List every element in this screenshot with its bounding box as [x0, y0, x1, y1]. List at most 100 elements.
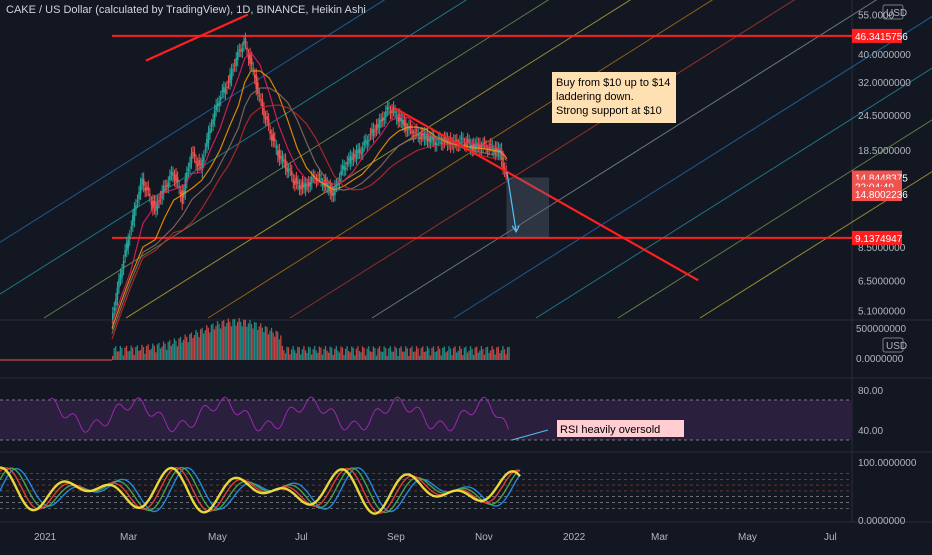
candle-body: [411, 130, 413, 134]
candle-body: [167, 182, 170, 187]
volume-bar: [485, 347, 487, 360]
candle-body: [420, 132, 423, 140]
volume-bar: [315, 350, 317, 360]
volume-bar: [414, 351, 416, 360]
volume-bar: [215, 325, 217, 360]
candle-body: [190, 153, 193, 163]
candle-body: [232, 69, 234, 71]
candle-body: [209, 128, 211, 134]
volume-bar: [383, 346, 385, 360]
volume-bar: [351, 346, 353, 360]
candle-body: [244, 38, 247, 43]
candle-body: [389, 111, 392, 114]
candle-body: [482, 143, 484, 148]
volume-bar: [480, 346, 482, 360]
volume-bar: [283, 350, 285, 360]
stoch-axis-tick-label: 100.0000000: [858, 458, 917, 469]
volume-bar: [294, 350, 296, 360]
volume-bar: [344, 348, 347, 360]
candle-body: [483, 142, 486, 144]
candle-body: [175, 174, 177, 182]
volume-bar: [204, 330, 206, 360]
candle-body: [502, 156, 504, 169]
volume-bar: [275, 330, 277, 360]
price-tag-bg: [852, 230, 902, 245]
volume-bar: [136, 345, 138, 360]
volume-bar: [381, 351, 384, 360]
volume-bar: [158, 342, 160, 360]
candle-body: [326, 182, 329, 188]
candle-body: [199, 163, 202, 165]
candle-body: [446, 138, 449, 145]
volume-bar: [326, 350, 328, 360]
stoch-line: [0, 466, 521, 515]
volume-bar: [497, 346, 499, 360]
volume-bar: [371, 352, 373, 360]
candle-body: [361, 147, 364, 154]
volume-bar: [502, 346, 504, 360]
candle-body: [221, 90, 224, 93]
candle-body: [493, 150, 495, 153]
candle-body: [479, 143, 481, 150]
candle-body: [418, 138, 421, 140]
price-axis-tick-label: 32.0000000: [858, 78, 911, 89]
candle-body: [215, 104, 217, 111]
volume-bar: [440, 355, 442, 360]
candle-body: [476, 142, 478, 150]
candle-body: [375, 125, 378, 130]
volume-bar: [468, 350, 470, 360]
diagonal-line: [289, 0, 796, 319]
candle-body: [403, 120, 406, 127]
volume-bar: [426, 346, 428, 360]
volume-bar: [201, 327, 203, 360]
candle-body: [152, 200, 154, 210]
candle-body: [240, 50, 242, 52]
candle-body: [272, 133, 275, 142]
candle-body: [380, 119, 383, 122]
candle-body: [246, 47, 248, 51]
volume-bar: [434, 352, 436, 360]
volume-bar: [176, 346, 179, 360]
candle-body: [219, 97, 222, 100]
candle-body: [144, 187, 146, 191]
candle-body: [264, 116, 267, 120]
volume-bar: [190, 332, 192, 360]
volume-bar: [346, 346, 348, 360]
rsi-annotation-arrow: [511, 429, 549, 441]
candle-body: [287, 169, 290, 172]
volume-bar: [386, 355, 388, 360]
time-axis-tick-label: Jul: [824, 532, 837, 543]
candle-body: [243, 41, 245, 46]
volume-bar: [173, 338, 176, 360]
volume-bar: [431, 347, 433, 360]
candle-body: [169, 175, 171, 181]
volume-bar: [284, 353, 287, 360]
time-axis-tick-label: 2022: [563, 532, 586, 543]
volume-bar: [477, 352, 479, 360]
candle-body: [230, 69, 233, 81]
price-axis-tick-label: 6.5000000: [858, 276, 906, 287]
volume-bar: [128, 350, 131, 360]
volume-bar: [471, 348, 473, 360]
candle-body: [218, 101, 221, 106]
candle-body: [496, 147, 498, 152]
diagonal-channel-lines: [0, 0, 932, 319]
trendline: [145, 13, 249, 62]
candle-body: [364, 139, 367, 143]
candle-body: [155, 202, 157, 212]
candle-body: [452, 140, 455, 147]
volume-bar: [469, 346, 472, 360]
candle-body: [233, 65, 236, 67]
candle-body: [321, 184, 324, 186]
volume-bar: [377, 348, 379, 360]
candle-body: [176, 177, 179, 182]
time-axis-tick-label: Nov: [475, 532, 493, 543]
volume-bar: [119, 345, 122, 360]
price-tag-label: 9.1374947: [855, 234, 903, 245]
candle-body: [344, 167, 347, 170]
volume-bar: [298, 347, 300, 360]
volume-bar: [304, 350, 307, 360]
candle-body: [332, 192, 335, 196]
volume-bar: [397, 355, 399, 360]
